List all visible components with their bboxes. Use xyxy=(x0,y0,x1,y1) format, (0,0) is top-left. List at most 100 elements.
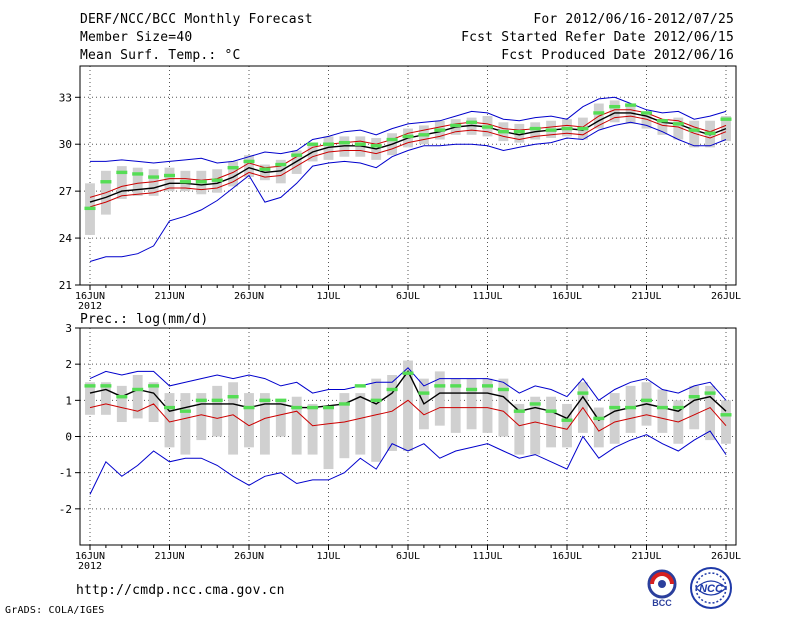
precip-spread-box xyxy=(180,393,191,455)
temp-xtick-label: 11JUL xyxy=(472,291,502,302)
precip-highlight-mark xyxy=(386,387,398,392)
precip-xtick-label: 6JUL xyxy=(396,551,420,562)
precip-highlight-mark xyxy=(482,384,493,388)
precip-ytick-label: 1 xyxy=(65,394,72,407)
precip-highlight-mark xyxy=(179,409,191,413)
precip-xtick-label: 21JUL xyxy=(631,551,661,562)
precip-spread-box xyxy=(100,382,111,415)
precip-highlight-mark xyxy=(148,384,160,388)
precip-spread-box xyxy=(498,378,509,437)
precip-highlight-mark xyxy=(656,405,668,410)
precip-xtick-label: 16JUL xyxy=(552,551,582,562)
precip-highlight-mark xyxy=(275,398,287,403)
temp-xtick-label: 16JUL xyxy=(552,291,582,302)
precip-spread-box xyxy=(212,385,223,437)
temp-spread-box xyxy=(641,111,652,129)
precip-spread-box xyxy=(450,378,461,433)
bcc-logo: BCC xyxy=(647,569,677,608)
temp-highlight-mark xyxy=(179,180,191,184)
precip-spread-box xyxy=(689,385,700,430)
temp-highlight-mark xyxy=(513,130,525,134)
precip-spread-box xyxy=(164,393,175,448)
temp-highlight-mark xyxy=(577,126,589,131)
precip-xtick-label: 1JUL xyxy=(316,551,340,562)
precip-series-mid xyxy=(89,399,727,432)
temp-highlight-mark xyxy=(338,140,350,145)
temp-highlight-mark xyxy=(561,126,573,131)
precip-highlight-mark xyxy=(100,384,112,388)
temp-highlight-mark xyxy=(497,130,509,134)
precip-spread-box xyxy=(371,378,382,462)
precip-ytick-label: 3 xyxy=(65,322,72,335)
precip-spread-box xyxy=(721,400,731,444)
precip-spread-box xyxy=(148,382,159,423)
precip-xtick-label: 11JUL xyxy=(472,551,502,562)
precip-spread-box xyxy=(434,371,445,426)
precip-highlight-mark xyxy=(450,384,462,388)
temp-spread-box xyxy=(275,159,286,184)
temp-highlight-mark xyxy=(529,126,541,131)
temp-highlight-mark xyxy=(370,144,382,148)
temp-spread-box xyxy=(228,161,239,187)
precip-spread-box xyxy=(482,378,493,433)
precip-highlight-mark xyxy=(561,418,573,422)
precip-spread-box xyxy=(291,396,302,455)
precipitation-chart: -2 -1 0 1 2 3 16JUN 21JUN 26JUN 1JUL 6JUL 11JUL 16JU… xyxy=(59,322,741,572)
temp-series-lower xyxy=(89,121,727,262)
temp-highlight-mark xyxy=(354,142,366,146)
precip-highlight-mark xyxy=(434,384,446,388)
precip-series-ensemble_mean xyxy=(89,370,727,422)
temp-highlight-mark xyxy=(164,173,175,178)
precip-highlight-mark xyxy=(211,398,223,403)
precip-highlight-mark xyxy=(84,384,96,388)
precip-highlight-mark xyxy=(529,402,541,406)
precip-highlight-mark xyxy=(720,413,732,417)
forecast-produced-date: Fcst Produced Date 2012/06/16 xyxy=(501,48,734,63)
precip-ytick-label: 2 xyxy=(65,358,72,371)
temp-highlight-mark xyxy=(545,128,557,132)
temperature-chart: 21 24 27 30 33 16JUN 21JUN 26JUN 1JUL 6JUL 11JUL 16… xyxy=(59,65,741,312)
temp-highlight-mark xyxy=(259,167,271,171)
temp-spread-box xyxy=(339,136,350,157)
temp-spread-box xyxy=(609,100,620,123)
precip-spread-box xyxy=(116,385,127,423)
temp-ytick-label: 30 xyxy=(59,138,72,151)
precip-spread-box xyxy=(609,393,620,444)
precip-spread-box xyxy=(244,393,254,448)
ncc-logo: NCC xyxy=(690,567,732,609)
precip-highlight-mark xyxy=(641,398,652,403)
temp-xtick-label: 21JUL xyxy=(631,291,661,302)
temp-xtick-label: 16JUN xyxy=(75,291,105,302)
precip-ytick-label: -1 xyxy=(59,467,72,480)
precip-spread-box xyxy=(530,396,541,455)
precip-spread-box xyxy=(323,407,334,470)
grads-credit: GrADS: COLA/IGES xyxy=(5,605,105,616)
temp-highlight-mark xyxy=(243,159,255,164)
precip-highlight-mark xyxy=(625,405,637,410)
temp-highlight-mark xyxy=(291,153,303,157)
temp-highlight-mark xyxy=(672,122,684,126)
temp-series-lower_mid xyxy=(89,115,727,208)
precip-xtick-label: 21JUN xyxy=(154,551,184,562)
source-url[interactable]: http://cmdp.ncc.cma.gov.cn xyxy=(76,583,285,598)
precip-highlight-mark xyxy=(354,384,366,388)
temp-highlight-mark xyxy=(720,117,732,121)
precip-spread-box xyxy=(355,393,366,455)
temp-highlight-mark xyxy=(116,170,128,175)
temp-ytick-label: 27 xyxy=(59,185,72,198)
precip-spread-box xyxy=(514,403,525,455)
precip-spread-box xyxy=(132,375,143,419)
temp-spread-box xyxy=(164,167,175,192)
precip-highlight-mark xyxy=(497,387,509,392)
precip-series-lower xyxy=(89,430,727,495)
precip-highlight-mark xyxy=(577,391,589,395)
variable-label: Mean Surf. Temp.: °C xyxy=(80,48,241,63)
precip-highlight-mark xyxy=(227,395,239,399)
precip-series-upper xyxy=(89,367,727,401)
precip-spread-box xyxy=(657,389,668,433)
precip-highlight-mark xyxy=(704,391,716,395)
precip-highlight-mark xyxy=(513,409,525,413)
ncc-logo-text: NCC xyxy=(699,583,724,595)
temp-series-upper_mid xyxy=(89,109,727,198)
